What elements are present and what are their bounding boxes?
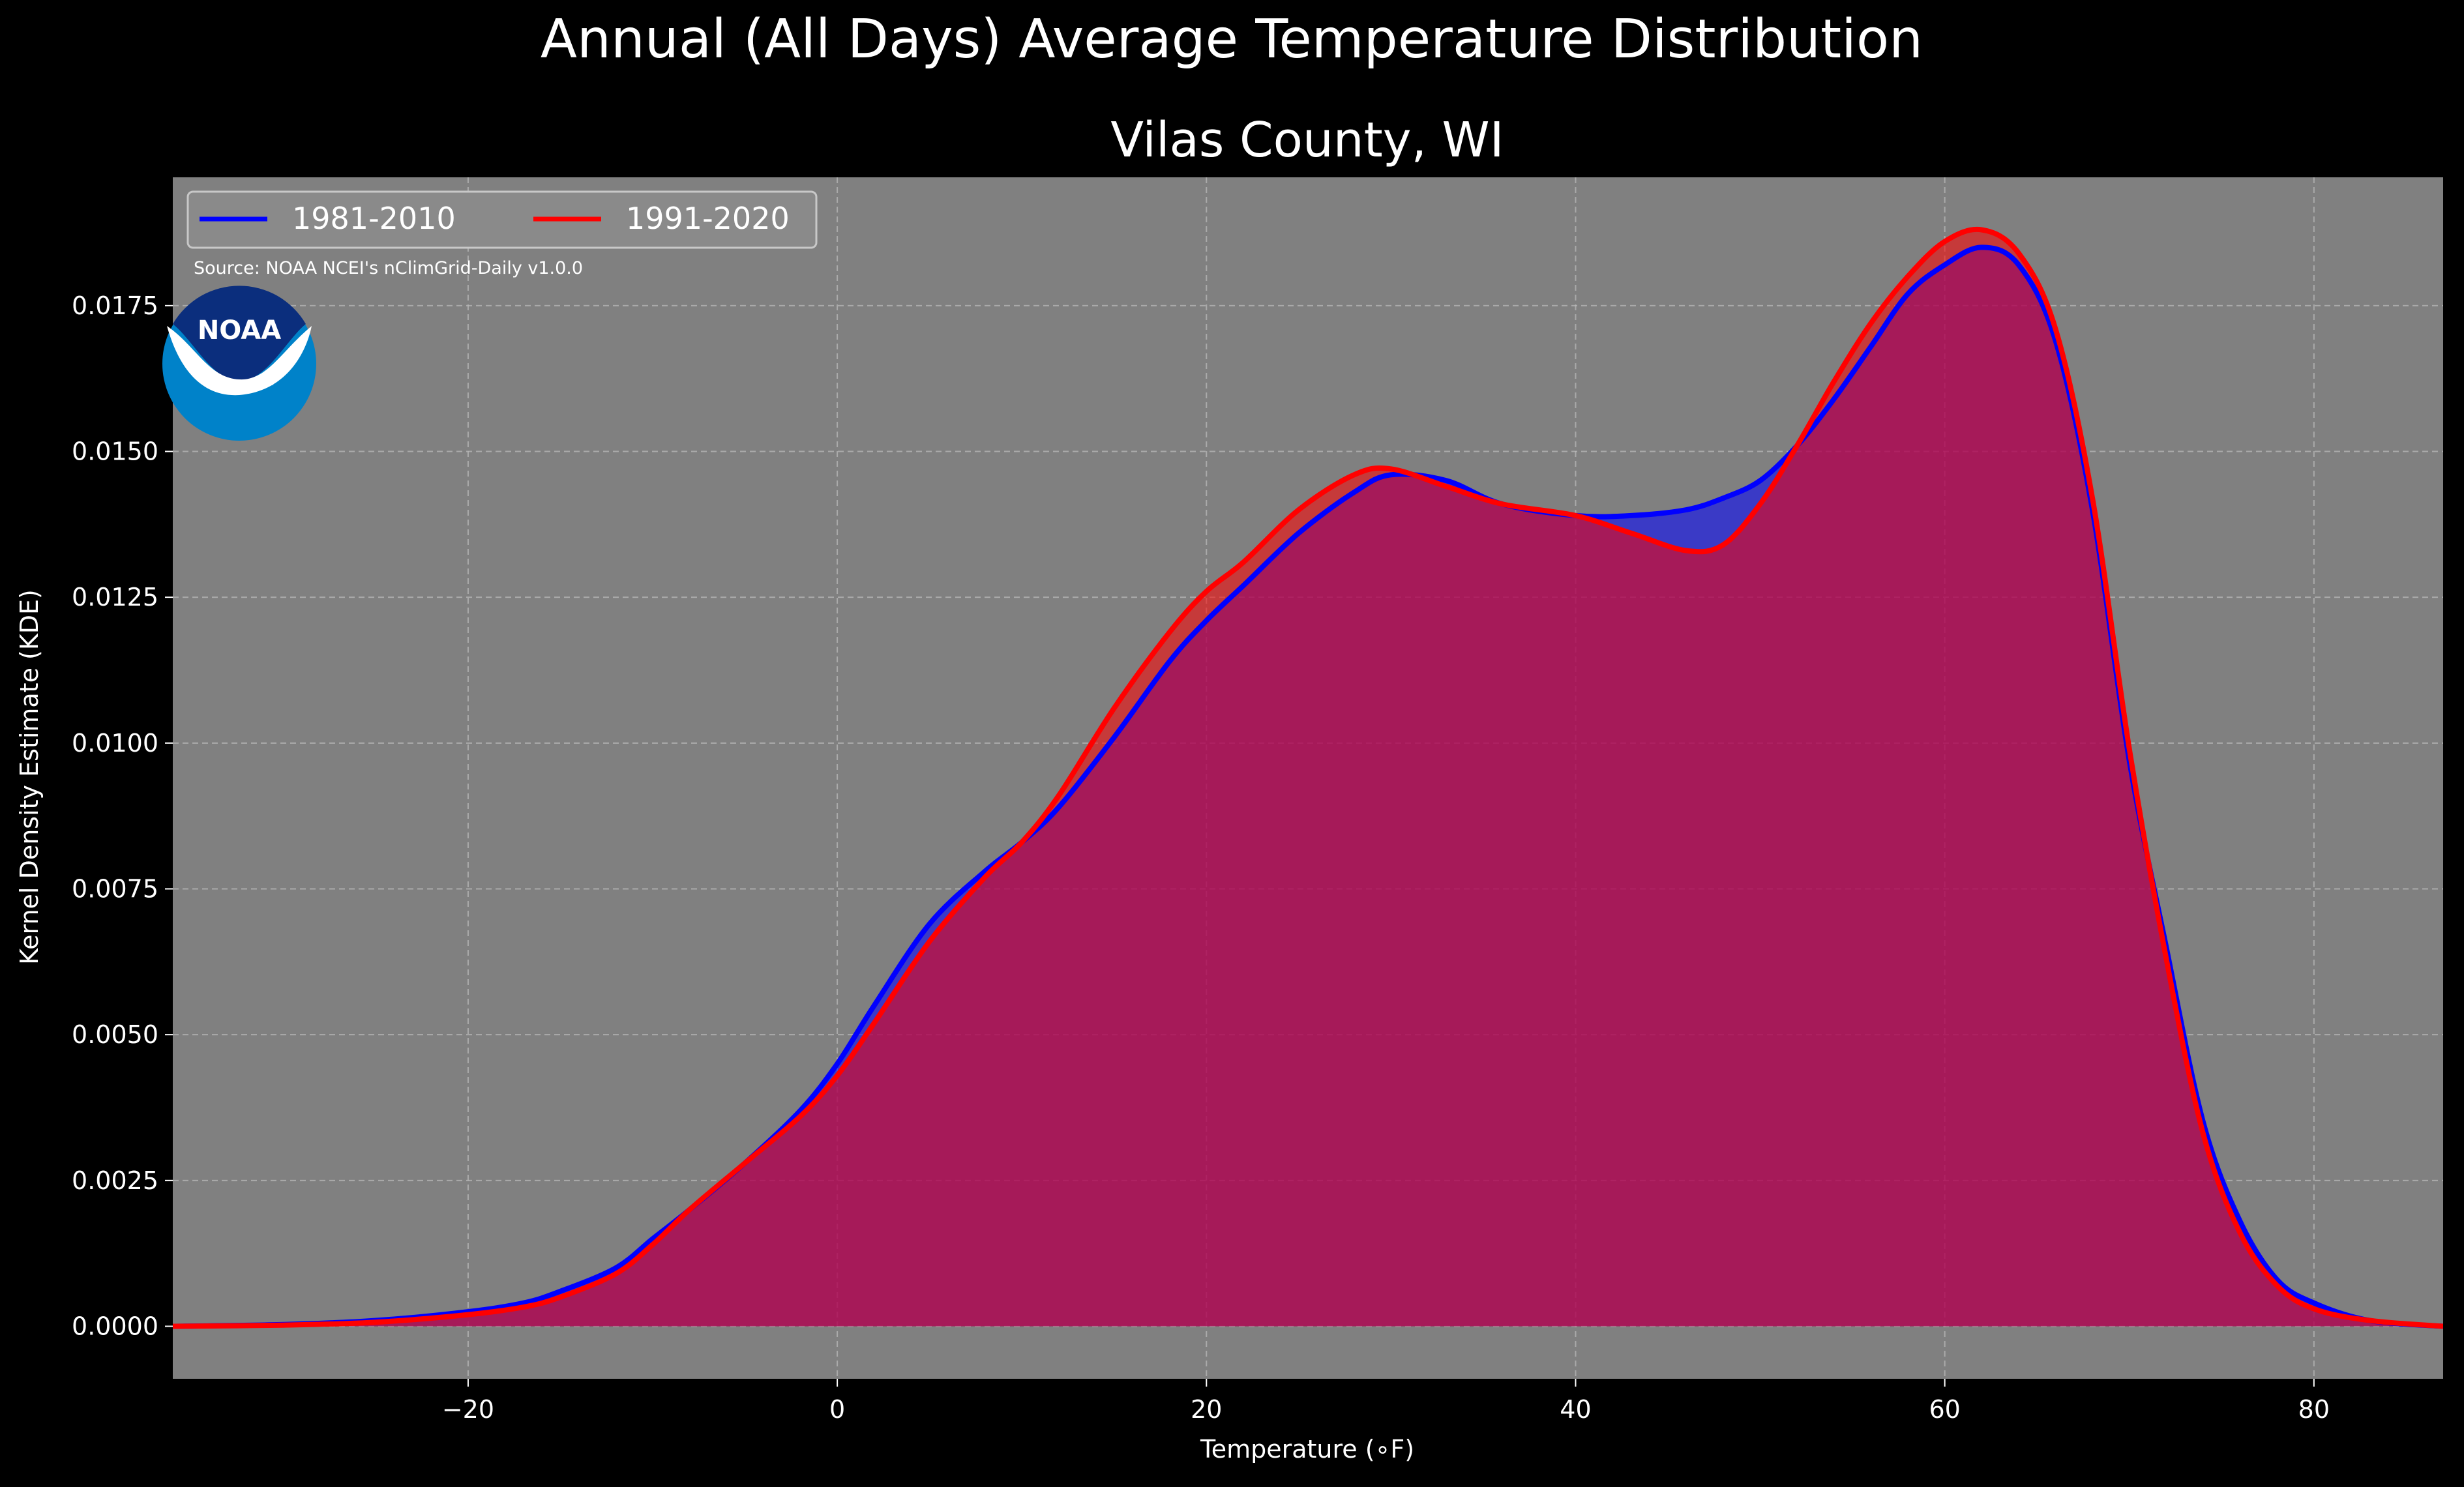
legend-frame [186,190,818,249]
y-axis-label: Kernel Density Estimate (KDE) [15,589,44,965]
x-tick-label: 20 [1191,1395,1222,1424]
noaa-logo: NOAA [162,286,316,441]
y-tick-label: 0.0150 [72,437,158,465]
y-tick-label: 0.0100 [72,729,158,758]
source-note: Source: NOAA NCEI's nClimGrid-Daily v1.0… [194,258,583,278]
series-layer [173,226,2443,1329]
x-tick-label: 40 [1560,1395,1591,1424]
x-axis-label: Temperature (∘F) [1200,1435,1414,1464]
y-tick-label: 0.0175 [72,291,158,320]
noaa-logo-text: NOAA [198,316,281,346]
noaa-logo-gull-icon [167,326,312,396]
x-tick-label: 60 [1929,1395,1960,1424]
axes-layer: −20 0 20 40 60 80 0.0000 0.0025 0.0050 0.0075 0.01… [72,291,2330,1424]
y-tick-label: 0.0075 [72,874,158,903]
y-tick-label: 0.0025 [72,1166,158,1195]
x-tick-label: 0 [829,1395,845,1424]
noaa-logo-wing-icon [215,383,274,392]
y-tick-label: 0.0125 [72,583,158,611]
legend: 1981-2010 1991-2020 [186,190,818,249]
y-tick-label: 0.0050 [72,1020,158,1049]
chart-suptitle: Annual (All Days) Average Temperature Di… [541,8,1923,70]
noaa-logo-navy-cap [173,286,306,380]
area-fill-1991-2020 [173,229,2443,1327]
x-tick-label: 80 [2298,1395,2330,1424]
x-tick-label: −20 [442,1395,494,1424]
legend-label-1981-2010: 1981-2010 [292,201,456,236]
chart-title: Vilas County, WI [1110,112,1504,168]
legend-label-1991-2020: 1991-2020 [626,201,790,236]
y-tick-label: 0.0000 [72,1312,158,1340]
series-line-1991-2020 [173,226,2443,1329]
